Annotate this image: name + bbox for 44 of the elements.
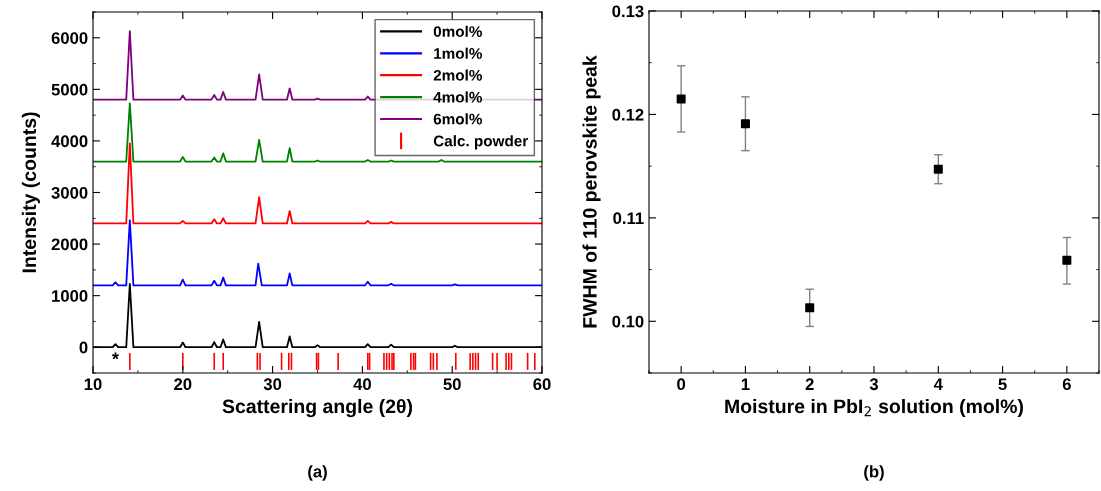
x-tick-label: 0 [677,378,686,391]
y-tick-label: 5000 [51,83,88,96]
point [740,119,750,129]
y-axis-title: Intensity (counts) [21,112,40,273]
y-tick-label: 1000 [52,290,88,302]
x-tick-label: 60 [533,378,551,391]
x-tick-label: 50 [443,378,461,391]
x-tick-label: 6 [1062,378,1071,391]
x-tick-label: 10 [84,378,102,391]
legend-label: 0mol% [433,25,483,37]
legend-label: Calc. powder [433,135,529,150]
y-tick-label: 0.10 [612,315,644,328]
y-tick-label: 0.12 [612,108,644,121]
text: (a) [308,465,327,481]
y-tick-label: 0 [79,341,88,354]
x-tick-label: 1 [741,378,750,390]
x-tick-label: 5 [998,378,1007,391]
y-tick-label: 0.11 [613,212,644,225]
y-tick-label: 2000 [51,238,88,251]
x-axis-title: Moisture in PbI$_{2}$ solution (mol%) [725,398,1023,418]
y-axis-title: FWHM of 110 perovskite peak [582,55,601,328]
legend-label: 1mol% [434,47,483,59]
line-series [93,219,542,287]
point [676,94,686,104]
annotation: * [111,352,119,360]
x-tick-label: 30 [263,378,282,391]
legend-label: 6mol% [433,113,483,125]
x-tick-label: 20 [174,378,192,391]
y-tick-label: 6000 [51,32,88,44]
line-series [93,102,542,163]
point [805,303,815,313]
x-tick-label: 2 [805,378,814,390]
x-tick-label: 40 [353,378,371,391]
y-tick-label: 4000 [51,135,88,148]
x-tick-label: 4 [933,378,943,390]
legend-label: 2mol% [433,69,483,81]
legend-label: 4mol% [433,91,483,103]
point [933,164,943,174]
x-axis-title: Scattering angle (2θ) [222,398,413,418]
y-tick-label: 0.13 [612,5,644,18]
y-tick-label: 3000 [51,186,88,199]
point [1062,255,1072,265]
x-tick-label: 3 [869,378,879,391]
text: (b) [864,465,884,481]
